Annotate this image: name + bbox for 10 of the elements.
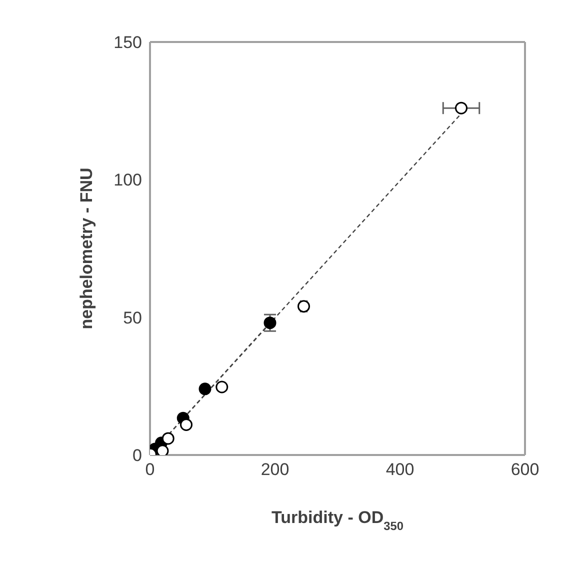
y-tick-label: 50 — [123, 308, 142, 328]
x-tick-label: 200 — [260, 460, 290, 480]
x-tick-label: 600 — [510, 460, 540, 480]
x-axis-title: Turbidity - OD$_{350}$ — [272, 508, 404, 533]
y-tick-label: 0 — [132, 446, 142, 466]
y-axis-title: nephelometry - FNU — [77, 168, 96, 330]
x-tick-label: 400 — [386, 460, 414, 480]
y-tick-label: 150 — [114, 33, 142, 52]
y-tick-label: 100 — [114, 170, 142, 190]
x-tick-label: 0 — [145, 460, 155, 480]
